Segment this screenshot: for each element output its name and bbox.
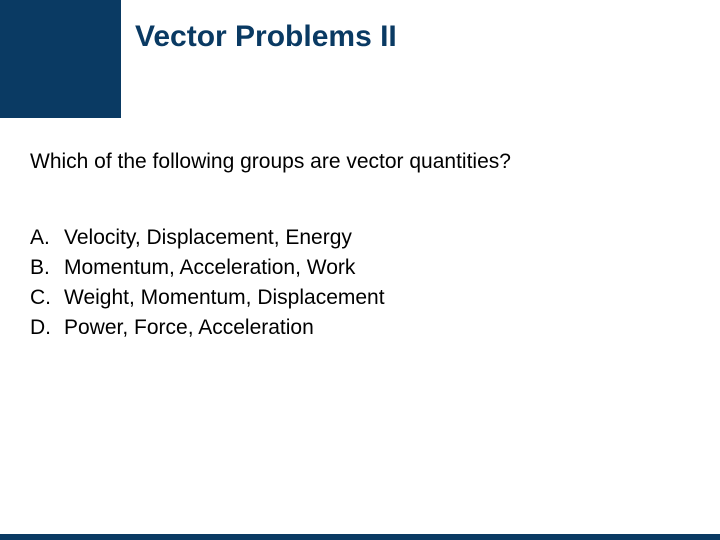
slide-title: Vector Problems II bbox=[135, 20, 397, 54]
bottom-border bbox=[0, 534, 720, 540]
content-area: Which of the following groups are vector… bbox=[0, 118, 720, 534]
option-letter: C. bbox=[30, 286, 64, 310]
option-letter: D. bbox=[30, 316, 64, 340]
option-letter: A. bbox=[30, 226, 64, 250]
header-bar: Vector Problems II bbox=[0, 0, 720, 118]
option-d: D. Power, Force, Acceleration bbox=[30, 316, 690, 340]
question-text: Which of the following groups are vector… bbox=[30, 150, 690, 174]
option-text: Weight, Momentum, Displacement bbox=[64, 286, 690, 310]
option-text: Velocity, Displacement, Energy bbox=[64, 226, 690, 250]
title-block: Vector Problems II bbox=[115, 0, 720, 118]
options-list: A. Velocity, Displacement, Energy B. Mom… bbox=[30, 226, 690, 340]
option-text: Momentum, Acceleration, Work bbox=[64, 256, 690, 280]
option-b: B. Momentum, Acceleration, Work bbox=[30, 256, 690, 280]
vertical-divider bbox=[115, 0, 121, 118]
option-c: C. Weight, Momentum, Displacement bbox=[30, 286, 690, 310]
option-text: Power, Force, Acceleration bbox=[64, 316, 690, 340]
option-a: A. Velocity, Displacement, Energy bbox=[30, 226, 690, 250]
option-letter: B. bbox=[30, 256, 64, 280]
